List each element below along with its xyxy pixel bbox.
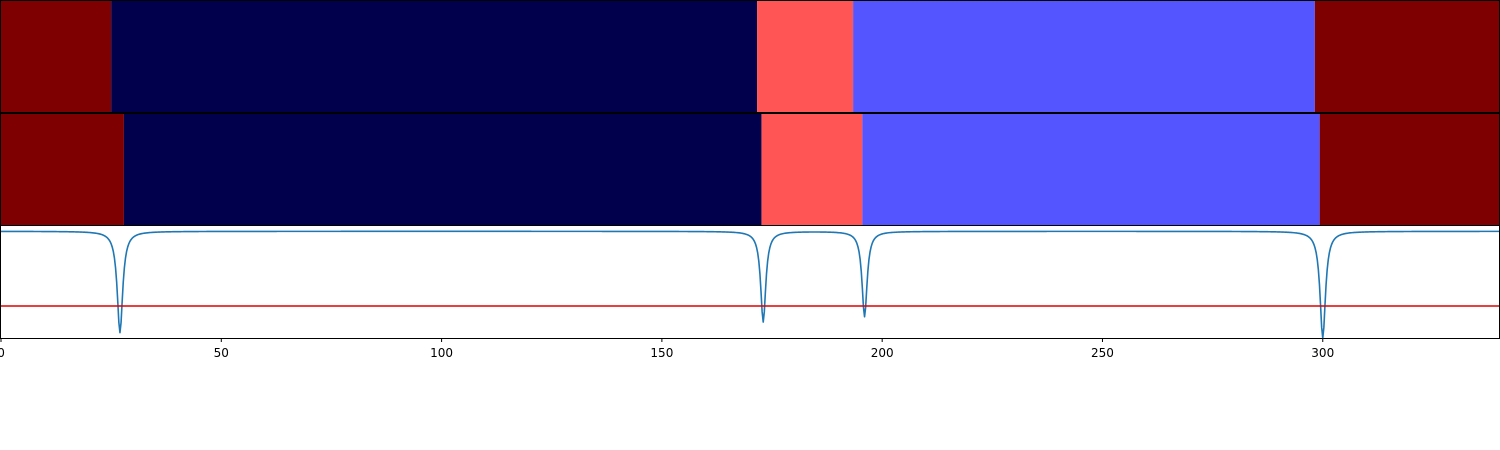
line-panel	[0, 225, 1500, 339]
x-tick-label: 150	[650, 346, 673, 360]
x-tick-label: 0	[0, 346, 5, 360]
heatmap-row-2-segment-4	[862, 114, 1320, 226]
x-tick-label: 250	[1091, 346, 1114, 360]
heatmap-row-1	[0, 0, 1500, 113]
heatmap-row-1-segment-3	[757, 1, 854, 112]
line-panel-frame	[0, 225, 1500, 339]
heatmap-row-1-segment-2	[111, 1, 758, 112]
heatmap-row-2-segment-5	[1319, 114, 1499, 226]
heatmap-row-1-segment-4	[853, 1, 1315, 112]
heatmap-row-2-segment-2	[123, 114, 762, 226]
heatmap-row-2	[0, 113, 1500, 227]
x-tick-label: 50	[214, 346, 229, 360]
heatmap-row-2-segment-3	[761, 114, 863, 226]
heatmap-row-2-segment-1	[1, 114, 124, 226]
series-line-blue	[0, 230, 1499, 339]
x-tick-label: 100	[430, 346, 453, 360]
heatmap-row-1-segment-1	[1, 1, 112, 112]
x-tick-label: 300	[1311, 346, 1334, 360]
heatmap-row-1-segment-5	[1314, 1, 1499, 112]
x-axis: 0 50 100 150 200 250 300	[0, 338, 1334, 360]
x-tick-label: 200	[871, 346, 894, 360]
